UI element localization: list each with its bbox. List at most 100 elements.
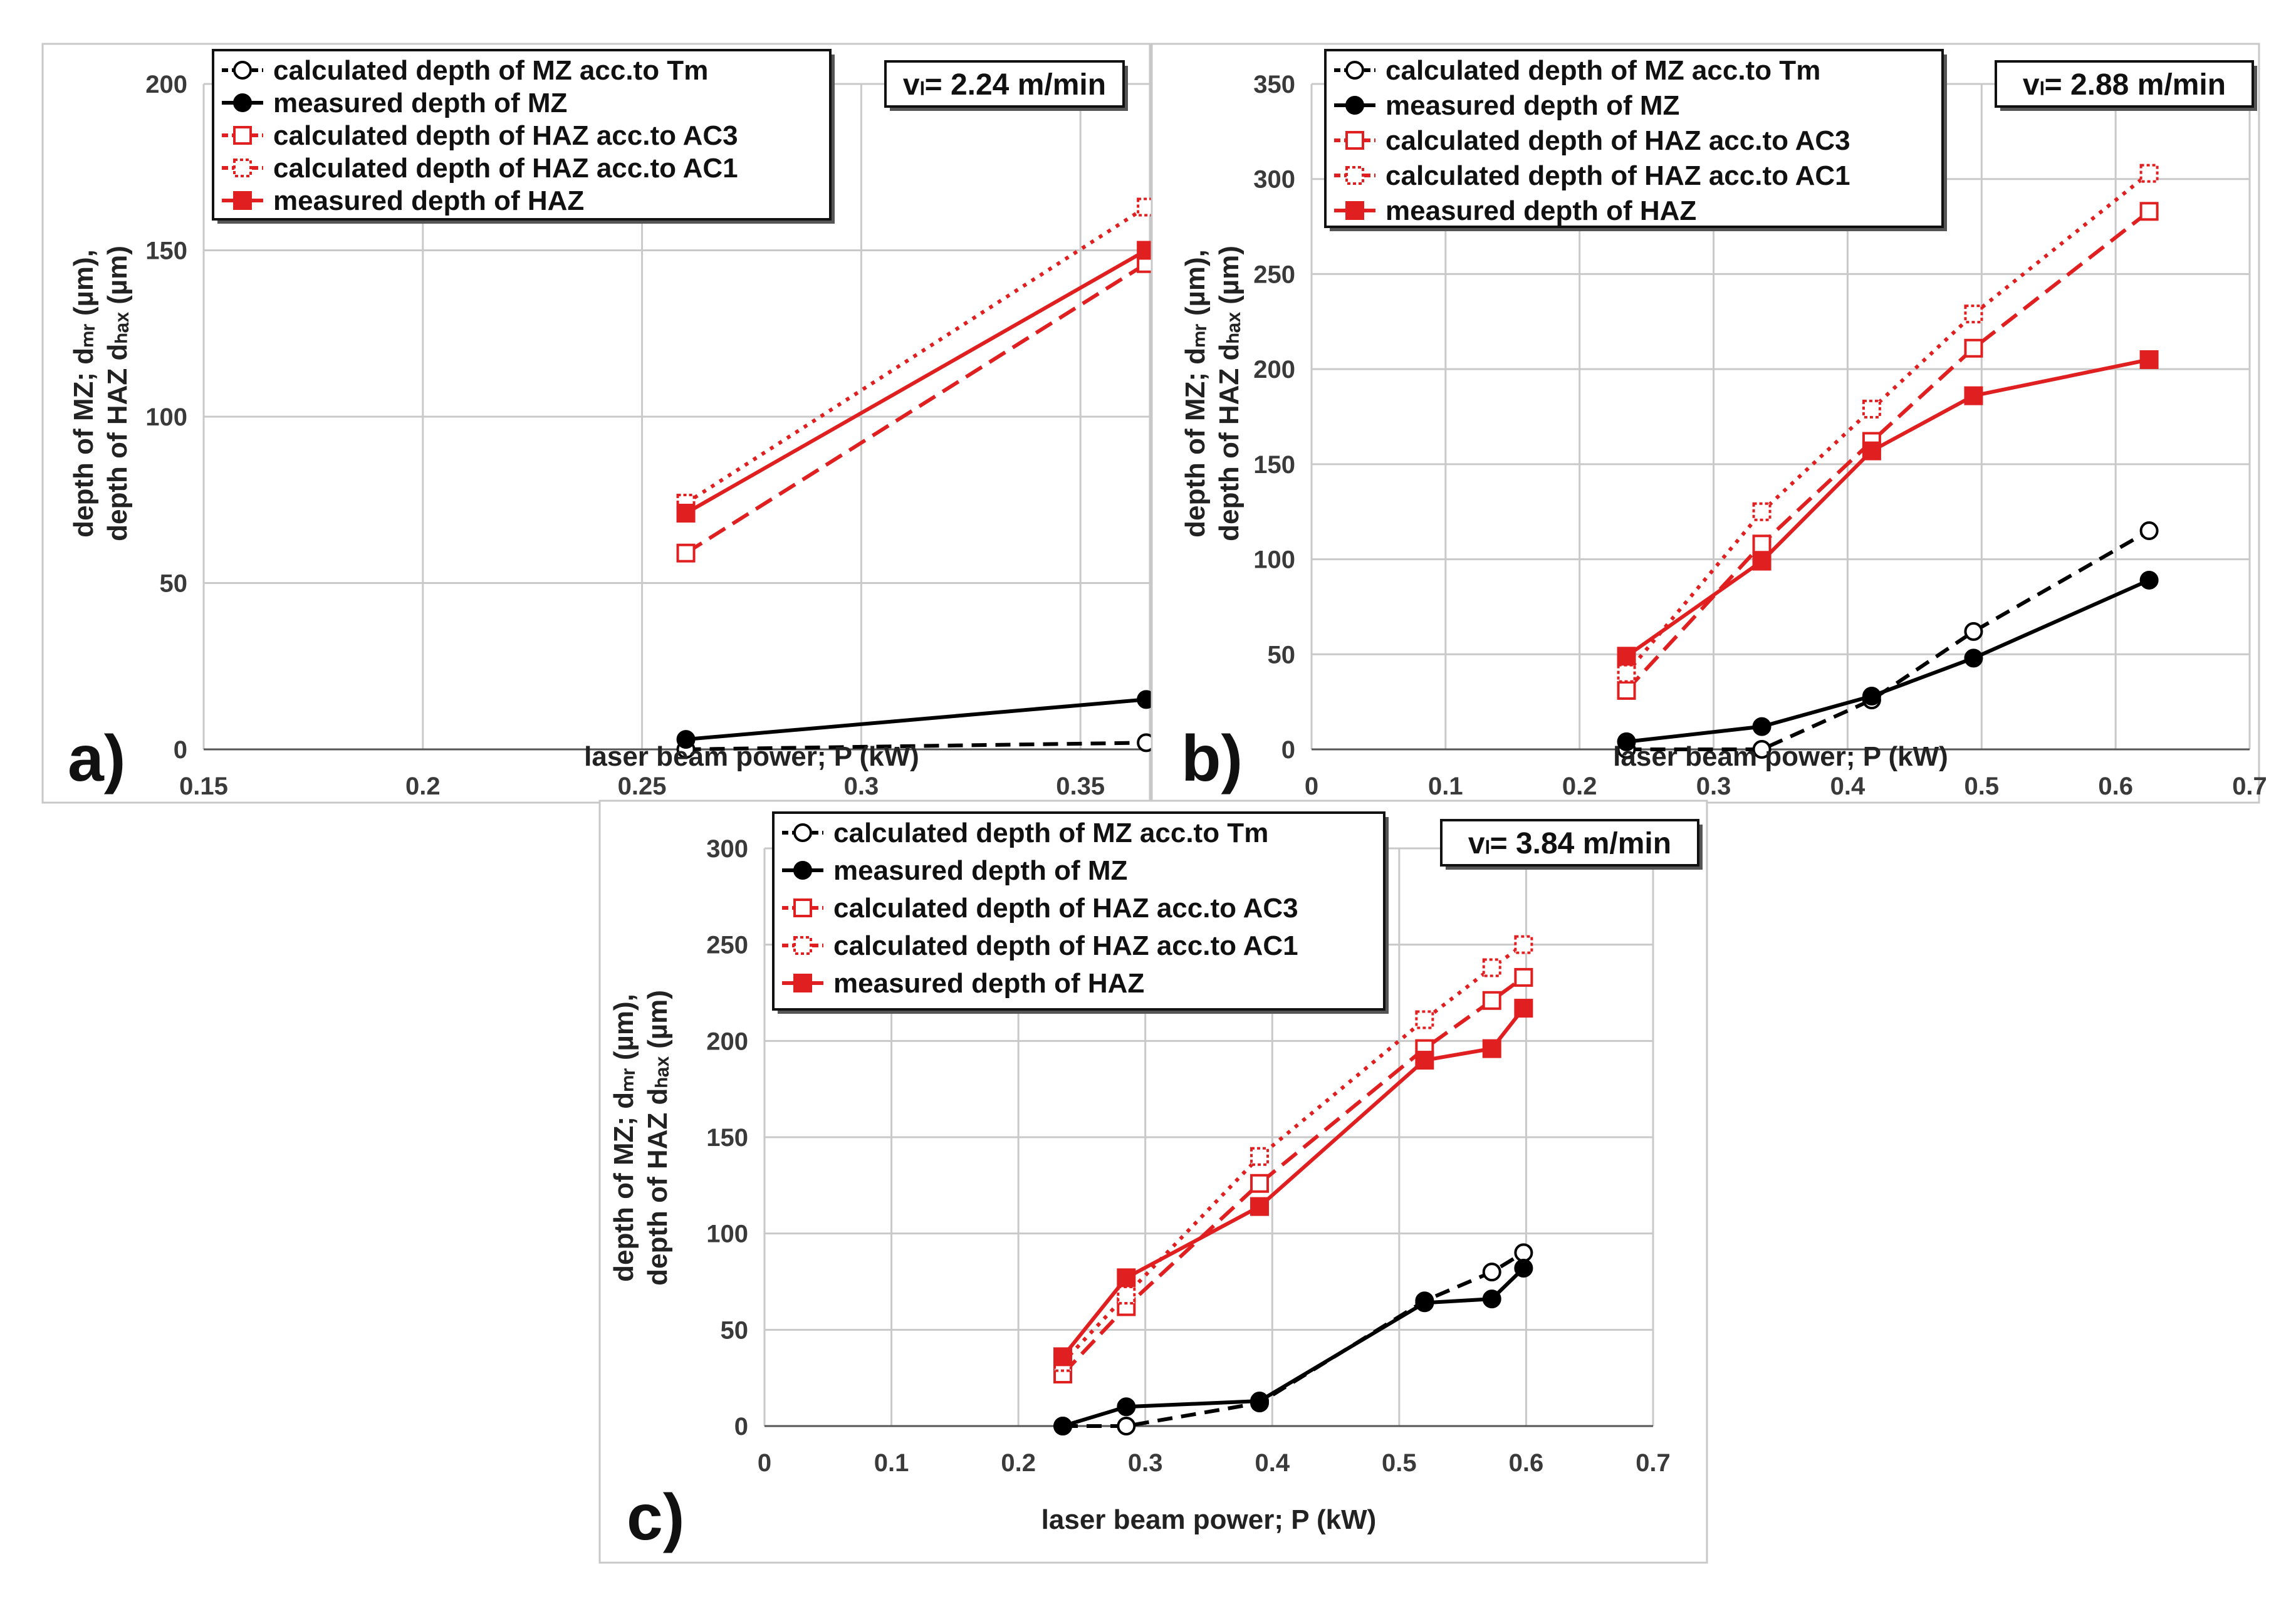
x-axis-label: laser beam power; P (kW): [1041, 1504, 1377, 1535]
data-point: [2139, 202, 2159, 221]
chart-panel-b: 0 0.1 0.2 0.3 0.4 0.5 0.6 0.7 0 50 100 150 200 250 300…: [1151, 43, 2267, 804]
x-tick-label: 0.2: [405, 773, 441, 800]
x-tick-label: 0.6: [2098, 773, 2133, 800]
x-tick-label: 0.3: [844, 773, 879, 800]
legend-label: measured depth of HAZ: [833, 968, 1144, 999]
x-tick-label: 0.25: [618, 773, 667, 800]
y-tick-label: 100: [706, 1221, 748, 1248]
legend-item: measured depth of MZ: [222, 88, 567, 118]
data-point: [1117, 1286, 1136, 1305]
legend-swatch-marker: [1345, 61, 1364, 80]
legend-swatch-marker: [233, 126, 252, 145]
speed-label: vₗ= 3.84 m/min: [1468, 827, 1671, 860]
y-axis-label-line2: depth of HAZ dₕₐₓ (µm): [1214, 246, 1245, 541]
panel-letter: c): [627, 1481, 684, 1554]
data-point: [1862, 687, 1881, 706]
data-point: [1053, 1417, 1073, 1435]
data-point: [1250, 1147, 1270, 1166]
legend-swatch-marker: [793, 974, 812, 992]
series-line: [686, 697, 1147, 742]
series-1: [1053, 1258, 1533, 1435]
legend-item: calculated depth of MZ acc.to Tm: [222, 55, 708, 86]
legend-label: calculated depth of HAZ acc.to AC1: [1385, 160, 1850, 191]
speed-label: vₗ= 2.88 m/min: [2023, 68, 2226, 102]
series-3: [1617, 164, 2159, 683]
y-tick-label: 150: [1253, 451, 1295, 479]
legend-swatch-marker: [1345, 166, 1364, 185]
legend-item: measured depth of MZ: [782, 855, 1127, 886]
legend-box: [772, 811, 1385, 1011]
data-point: [1415, 1293, 1434, 1313]
data-point: [1117, 1417, 1136, 1435]
legend-item: measured depth of HAZ: [782, 968, 1144, 999]
y-axis-label: depth of MZ; dₘᵣ (µm), depth of HAZ dₕₐₓ …: [68, 246, 133, 541]
data-point: [1482, 991, 1501, 1010]
x-tick-label: 0: [1305, 773, 1318, 800]
legend-item: calculated depth of HAZ acc.to AC1: [1334, 160, 1850, 191]
data-point: [1964, 338, 1983, 358]
legend: calculated depth of MZ acc.to Tm measured…: [772, 811, 1389, 1014]
x-tick-label: 0.3: [1128, 1449, 1163, 1477]
legend-item: calculated depth of HAZ acc.to AC3: [1334, 125, 1850, 156]
legend-swatch-marker: [233, 191, 252, 210]
data-point: [2139, 521, 2159, 541]
y-tick-label: 250: [706, 932, 748, 959]
y-tick-label: 50: [721, 1316, 749, 1344]
legend-label: calculated depth of MZ acc.to Tm: [273, 55, 708, 86]
data-point: [1482, 1039, 1501, 1058]
y-tick-label: 0: [174, 736, 187, 764]
legend-label: measured depth of MZ: [1385, 90, 1679, 121]
x-tick-label: 0.6: [1509, 1449, 1544, 1477]
y-axis-label: depth of MZ; dₘᵣ (µm), depth of HAZ dₕₐₓ …: [608, 990, 673, 1286]
data-point: [1250, 1392, 1270, 1411]
legend-label: calculated depth of MZ acc.to Tm: [1385, 55, 1820, 86]
y-tick-label: 50: [160, 570, 188, 598]
speed-box-frame: [1440, 819, 1699, 867]
y-tick-label: 250: [1253, 261, 1295, 288]
legend-swatch-marker: [233, 61, 252, 80]
x-axis-label: laser beam power; P (kW): [584, 741, 919, 772]
legend-box: [1324, 49, 1944, 228]
x-tick-label: 0.4: [1830, 773, 1866, 800]
panel-letter: a): [68, 722, 125, 795]
speed-label: vₗ= 2.24 m/min: [903, 68, 1106, 102]
y-axis-label: depth of MZ; dₘᵣ (µm), depth of HAZ dₕₐₓ …: [1180, 246, 1245, 541]
series-1: [676, 690, 1156, 749]
x-tick-label: 0.5: [1964, 773, 1999, 800]
y-tick-label: 350: [1253, 71, 1295, 98]
panel-letter: b): [1181, 722, 1243, 795]
x-tick-label: 0.7: [1636, 1449, 1671, 1477]
data-point: [1482, 958, 1501, 977]
legend-swatch-marker: [233, 93, 252, 112]
legend-swatch-marker: [1345, 201, 1364, 220]
speed-box-frame: [884, 60, 1125, 108]
data-point: [1862, 441, 1881, 461]
legend-label: measured depth of HAZ: [273, 185, 584, 216]
data-point: [1617, 680, 1636, 700]
x-tick-label: 0: [758, 1449, 771, 1477]
x-tick-label: 0.15: [179, 773, 228, 800]
legend-label: calculated depth of HAZ acc.to AC3: [273, 120, 738, 151]
data-point: [676, 730, 696, 749]
data-point: [1514, 1243, 1533, 1263]
data-point: [1752, 717, 1772, 736]
legend-item: measured depth of MZ: [1334, 90, 1679, 121]
series-0: [676, 733, 1156, 759]
y-tick-label: 200: [1253, 356, 1295, 383]
speed-box: vₗ= 2.24 m/min: [884, 60, 1128, 111]
x-tick-label: 0.2: [1562, 773, 1597, 800]
legend-item: calculated depth of HAZ acc.to AC3: [222, 120, 738, 151]
data-point: [1964, 648, 1983, 668]
y-axis-label-line1: depth of MZ; dₘᵣ (µm),: [68, 249, 99, 538]
data-point: [1964, 622, 1983, 641]
data-point: [1415, 1051, 1434, 1070]
y-tick-label: 200: [706, 1028, 748, 1055]
data-point: [1415, 1010, 1434, 1029]
legend-box: [212, 49, 832, 221]
y-axis-label-line1: depth of MZ; dₘᵣ (µm),: [1180, 249, 1211, 538]
legend-item: measured depth of HAZ: [222, 185, 584, 216]
chart-panel-a: 0.150.20.250.30.350.4050100150200laser b…: [41, 43, 1318, 804]
data-point: [676, 503, 696, 523]
data-point: [2139, 570, 2159, 590]
